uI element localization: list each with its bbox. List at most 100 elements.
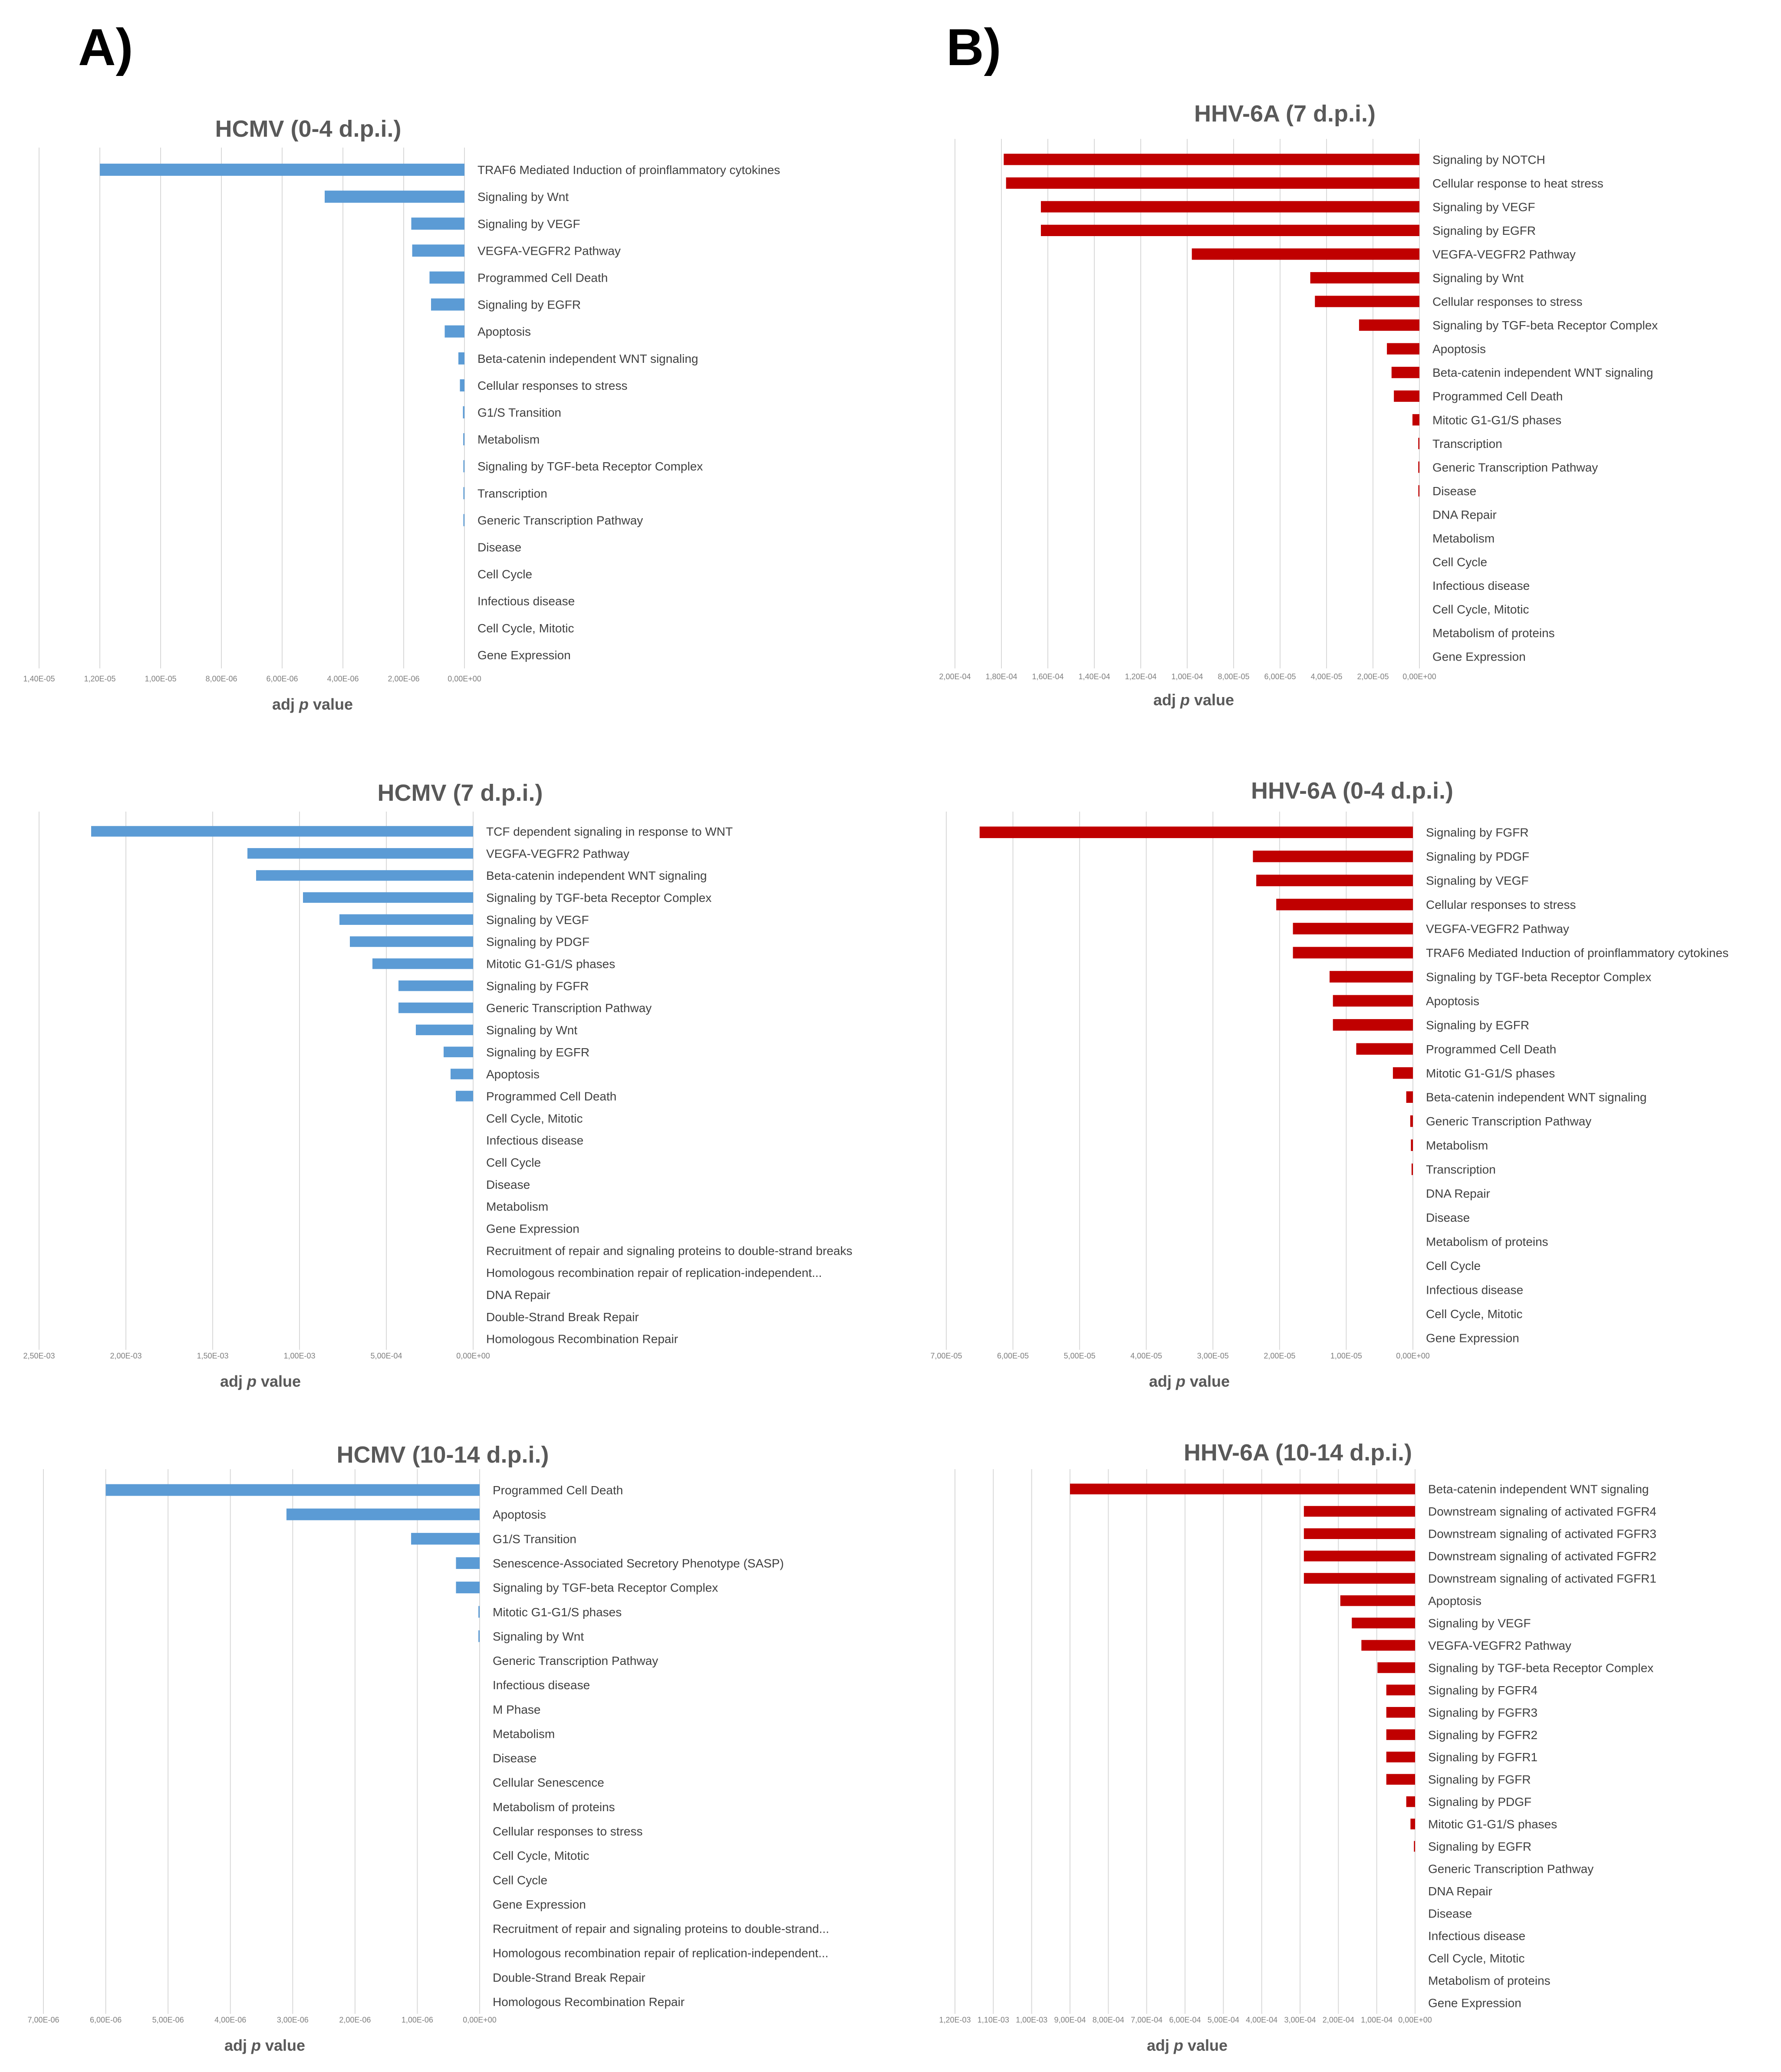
- category-label: Metabolism: [1432, 532, 1495, 545]
- bar: [478, 1606, 480, 1618]
- bar: [1418, 485, 1419, 497]
- bar: [463, 487, 464, 500]
- category-label: G1/S Transition: [493, 1532, 576, 1546]
- category-label: Signaling by EGFR: [1432, 224, 1536, 237]
- bar: [478, 1630, 480, 1642]
- x-tick-label: 5,00E-05: [1064, 1352, 1096, 1360]
- chart-title: HCMV (7 d.p.i.): [378, 780, 543, 806]
- category-label: Cell Cycle, Mitotic: [1428, 1951, 1524, 1965]
- x-tick-label: 7,00E-05: [930, 1352, 962, 1360]
- category-label: Signaling by Wnt: [486, 1023, 577, 1037]
- category-label: TRAF6 Mediated Induction of proinflammat…: [1426, 946, 1728, 960]
- x-tick-label: 7,00E-04: [1131, 2016, 1162, 2024]
- chart-3: 2,50E-03 2,00E-03 1,50E-03 1,00E-03 5,00E-04…: [23, 780, 852, 1390]
- category-label: Signaling by Wnt: [477, 190, 569, 204]
- category-label: Infectious disease: [477, 595, 575, 608]
- x-tick-label: 1,20E-03: [939, 2016, 971, 2024]
- x-tick-label: 6,00E-06: [90, 2016, 122, 2024]
- category-label: Mitotic G1-G1/S phases: [1432, 413, 1561, 427]
- chart-title: HHV-6A (0-4 d.p.i.): [1251, 778, 1453, 804]
- bar: [1410, 1115, 1413, 1127]
- category-label: Apoptosis: [1428, 1594, 1481, 1608]
- category-label: Signaling by FGFR: [486, 979, 589, 993]
- x-tick-label: 3,00E-06: [277, 2016, 309, 2024]
- bar: [1391, 367, 1419, 378]
- bar: [1006, 177, 1419, 189]
- x-tick-label: 2,00E-06: [388, 674, 419, 683]
- x-tick-label: 0,00E+00: [1396, 1352, 1430, 1360]
- bar: [325, 191, 464, 203]
- category-label: Beta-catenin independent WNT signaling: [477, 352, 698, 365]
- bar: [350, 936, 473, 947]
- x-tick-label: 1,00E-04: [1171, 672, 1203, 681]
- category-label: Signaling by VEGF: [1432, 200, 1535, 214]
- category-label: Infectious disease: [486, 1134, 583, 1147]
- x-tick-label: 1,40E-04: [1078, 672, 1110, 681]
- x-tick-label: 5,00E-04: [1208, 2016, 1239, 2024]
- chart-4: 7,00E-05 6,00E-05 5,00E-05 4,00E-05 3,00E-05…: [930, 778, 1728, 1390]
- category-label: Metabolism: [486, 1200, 548, 1214]
- bar: [463, 433, 464, 446]
- panel-label-b: B): [946, 18, 1001, 76]
- x-tick-label: 7,00E-06: [27, 2016, 59, 2024]
- bar: [1293, 923, 1413, 934]
- x-tick-label: 3,00E-05: [1197, 1352, 1229, 1360]
- chart-1: 1,40E-05 1,20E-05 1,00E-05 8,00E-06 6,00E-06…: [23, 116, 780, 713]
- category-label: DNA Repair: [1426, 1187, 1490, 1200]
- x-tick-label: 8,00E-06: [205, 674, 237, 683]
- category-label: Metabolism of proteins: [1426, 1235, 1548, 1248]
- x-tick-label: 6,00E-04: [1169, 2016, 1201, 2024]
- bar: [416, 1024, 473, 1036]
- bar: [1414, 1841, 1415, 1852]
- bar: [1411, 1163, 1413, 1175]
- category-label: Mitotic G1-G1/S phases: [493, 1605, 622, 1619]
- x-tick-label: 1,00E-06: [402, 2016, 433, 2024]
- x-tick-label: 1,00E-05: [1330, 1352, 1362, 1360]
- category-label: Programmed Cell Death: [493, 1483, 623, 1497]
- category-label: Metabolism of proteins: [1428, 1974, 1551, 1987]
- category-label: Infectious disease: [493, 1678, 590, 1692]
- category-label: Cell Cycle: [477, 568, 532, 581]
- bar: [1386, 1774, 1415, 1785]
- category-label: Cell Cycle, Mitotic: [493, 1849, 589, 1862]
- bar: [1330, 971, 1413, 983]
- category-label: Cellular responses to stress: [493, 1825, 642, 1838]
- category-label: Beta-catenin independent WNT signaling: [1426, 1091, 1646, 1104]
- category-label: Disease: [1432, 484, 1476, 498]
- bar: [1386, 1707, 1415, 1718]
- category-label: Gene Expression: [1432, 650, 1526, 664]
- x-tick-label: 0,00E+00: [1402, 672, 1436, 681]
- category-label: Disease: [1426, 1211, 1470, 1224]
- category-label: Cell Cycle: [493, 1873, 547, 1887]
- category-label: Signaling by FGFR: [1426, 826, 1529, 839]
- category-label: Gene Expression: [1428, 1996, 1521, 2010]
- bar: [286, 1508, 480, 1520]
- bar: [1304, 1528, 1415, 1539]
- category-label: Disease: [493, 1752, 537, 1765]
- category-label: Cellular responses to stress: [1432, 295, 1582, 309]
- bar: [100, 164, 464, 176]
- category-label: DNA Repair: [486, 1288, 550, 1302]
- bar: [1333, 995, 1413, 1007]
- bar: [460, 379, 464, 391]
- category-label: G1/S Transition: [477, 406, 561, 419]
- bar: [463, 514, 464, 526]
- bar: [1393, 1067, 1413, 1079]
- category-label: Generic Transcription Pathway: [486, 1001, 652, 1015]
- chart-title: HHV-6A (7 d.p.i.): [1194, 101, 1376, 127]
- category-label: Cellular Senescence: [493, 1776, 604, 1789]
- bar: [1304, 1506, 1415, 1517]
- category-label: Beta-catenin independent WNT signaling: [1428, 1483, 1649, 1496]
- category-label: Signaling by Wnt: [1432, 271, 1524, 285]
- x-tick-label: 8,00E-04: [1093, 2016, 1124, 2024]
- bar: [1361, 1640, 1415, 1651]
- x-tick-label: 1,00E-05: [145, 674, 176, 683]
- panel-label-a: A): [78, 18, 133, 76]
- x-axis-label: adj p value: [224, 2036, 305, 2054]
- category-label: Cell Cycle, Mitotic: [477, 622, 574, 635]
- category-label: Programmed Cell Death: [1426, 1043, 1556, 1056]
- bar: [105, 1484, 480, 1496]
- category-label: Gene Expression: [477, 648, 571, 662]
- bar: [1356, 1043, 1413, 1055]
- x-tick-label: 2,00E-04: [1323, 2016, 1354, 2024]
